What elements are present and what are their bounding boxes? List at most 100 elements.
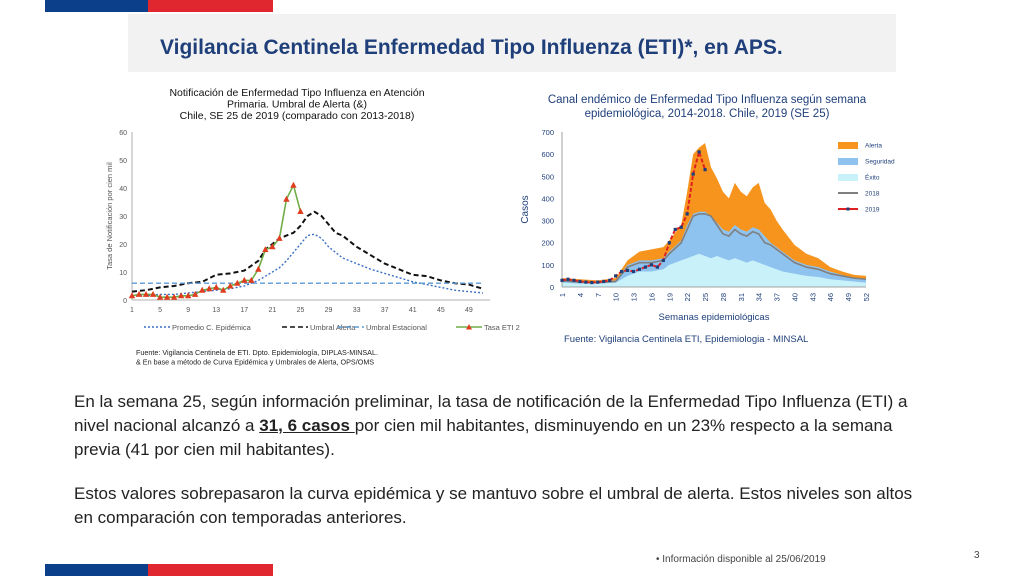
title-bar: Vigilancia Centinela Enfermedad Tipo Inf…	[128, 14, 896, 72]
right-2019-point	[620, 269, 624, 274]
left-data-point	[184, 292, 192, 299]
right-x-tick-label: 1	[558, 293, 567, 297]
chart-right: Canal endémico de Enfermedad Tipo Influe…	[520, 94, 895, 345]
right-legend-label: Seguridad	[865, 159, 895, 166]
right-legend-label: 2018	[865, 191, 880, 198]
right-x-tick-label: 25	[701, 293, 710, 301]
left-x-tick-label: 21	[268, 307, 276, 314]
page-number: 3	[974, 550, 980, 561]
right-title-line: Canal endémico de Enfermedad Tipo Influe…	[548, 94, 867, 106]
right-y-tick-label: 600	[541, 150, 554, 159]
left-data-point	[234, 279, 241, 286]
left-y-tick-label: 40	[119, 186, 127, 193]
left-data-point	[290, 181, 297, 188]
right-chart-axes: 0 100 200 300 400 500 600 700 1 4 7 10 13 16 19 22 25 28 3…	[520, 128, 871, 323]
right-x-tick-label: 37	[773, 293, 782, 301]
right-x-tick-label: 19	[665, 293, 674, 301]
right-x-tick-label: 28	[719, 293, 728, 301]
right-2019-point	[572, 278, 576, 282]
left-y-tick-label: 0	[123, 298, 127, 305]
right-x-tick-label: 13	[630, 293, 639, 301]
paragraph-2: Estos valores sobrepasaron la curva epid…	[74, 484, 913, 527]
left-data-point	[142, 290, 150, 297]
left-data-point	[248, 276, 255, 283]
paragraph-1: En la semana 25, según información preli…	[74, 390, 934, 462]
left-x-tick-label: 37	[381, 307, 389, 314]
right-2019-point	[560, 278, 564, 282]
right-area-alerta	[562, 143, 866, 287]
left-data-point	[213, 283, 220, 290]
right-2019-point	[578, 279, 582, 284]
footnote: • Información disponible al 25/06/2019	[656, 554, 826, 565]
right-2019-point	[655, 265, 659, 269]
right-x-axis-label: Semanas epidemiológicas	[659, 312, 770, 323]
left-legend-label: Umbral Alerta	[310, 323, 356, 332]
left-legend-label: Tasa ETI 2019	[484, 323, 520, 332]
left-data-point	[177, 292, 185, 299]
left-x-tick-label: 17	[240, 307, 248, 314]
right-y-tick-label: 0	[550, 283, 554, 292]
right-2019-point	[602, 279, 606, 284]
left-title-line: Chile, SE 25 de 2019 (comparado con 2013…	[180, 110, 415, 122]
right-2019-point	[584, 280, 588, 284]
left-legend-label: Umbral Estacional	[366, 323, 427, 332]
right-legend-label: Alerta	[865, 143, 882, 150]
right-line-2018	[561, 213, 867, 284]
right-y-tick-label: 500	[541, 172, 554, 181]
right-x-tick-label: 46	[826, 293, 835, 301]
left-chart-legend: Promedio C. Epidémica Umbral Alerta Umbral…	[144, 323, 520, 332]
right-legend-swatch	[838, 174, 858, 181]
right-y-tick-label: 300	[541, 217, 554, 226]
left-chart-axes: 0 10 20 30 40 50 60 1 5 9 13 17 21 25 29 33 37 41 45 49 Tasa…	[105, 130, 490, 314]
left-data-point	[276, 234, 283, 241]
right-title-line: epidemiológica, 2014-2018. Chile, 2019 (…	[585, 108, 830, 120]
right-2019-point	[614, 274, 618, 278]
left-x-tick-label: 1	[130, 307, 134, 314]
right-legend-swatch	[838, 158, 858, 165]
chart-left: Notificación de Enfermedad Tipo Influenz…	[105, 87, 520, 367]
right-2019-point	[673, 227, 677, 232]
right-legend-label: Éxito	[865, 173, 880, 182]
left-data-point	[283, 195, 290, 202]
right-x-tick-label: 31	[737, 293, 746, 301]
right-x-tick-label: 40	[790, 293, 799, 301]
paragraph-1-start: En la semana 25, según información preli…	[74, 392, 908, 435]
left-x-tick-label: 33	[353, 307, 361, 314]
left-data-point	[206, 285, 213, 292]
left-data-point	[227, 282, 234, 289]
right-2019-point	[685, 212, 689, 216]
right-2019-point	[667, 241, 671, 245]
right-2019-point	[608, 278, 612, 282]
left-chart-source: Fuente: Vigilancia Centinela de ETI. Dpt…	[136, 348, 378, 367]
right-x-tick-label: 7	[594, 293, 603, 297]
left-data-point	[262, 246, 269, 253]
right-y-axis-label: Casos	[520, 195, 531, 223]
left-y-tick-label: 60	[119, 130, 127, 137]
right-x-tick-label: 49	[844, 293, 853, 301]
right-chart-lines	[560, 148, 867, 285]
left-y-tick-label: 50	[119, 158, 127, 165]
right-area-éxito	[562, 253, 866, 287]
highlighted-rate: 31, 6 casos	[259, 416, 355, 435]
right-chart-source: Fuente: Vigilancia Centinela ETI, Epidem…	[564, 334, 808, 345]
left-data-point	[220, 286, 227, 293]
left-y-tick-label: 20	[119, 242, 127, 249]
left-data-point	[149, 290, 157, 297]
left-data-point	[191, 290, 199, 297]
top-flag-blue	[45, 0, 148, 12]
left-title-line: Notificación de Enfermedad Tipo Influenz…	[169, 87, 424, 99]
right-source-text: Fuente: Vigilancia Centinela ETI, Epidem…	[564, 334, 808, 345]
right-chart-areas	[562, 143, 866, 287]
left-source-line: & En base a método de Curva Epidémica y …	[136, 358, 374, 367]
left-x-tick-label: 49	[465, 307, 473, 314]
left-source-line: Fuente: Vigilancia Centinela de ETI. Dpt…	[136, 348, 378, 357]
left-x-tick-label: 45	[437, 307, 445, 314]
right-x-tick-label: 52	[862, 293, 871, 301]
left-data-point	[156, 293, 164, 300]
paragraph-1-end: por cien mil habitantes, disminuyendo en…	[74, 416, 893, 459]
right-x-tick-label: 16	[647, 293, 656, 301]
left-data-point	[255, 265, 262, 272]
left-series-line	[131, 210, 484, 293]
left-data-point	[128, 292, 136, 299]
right-2019-point	[566, 277, 570, 281]
